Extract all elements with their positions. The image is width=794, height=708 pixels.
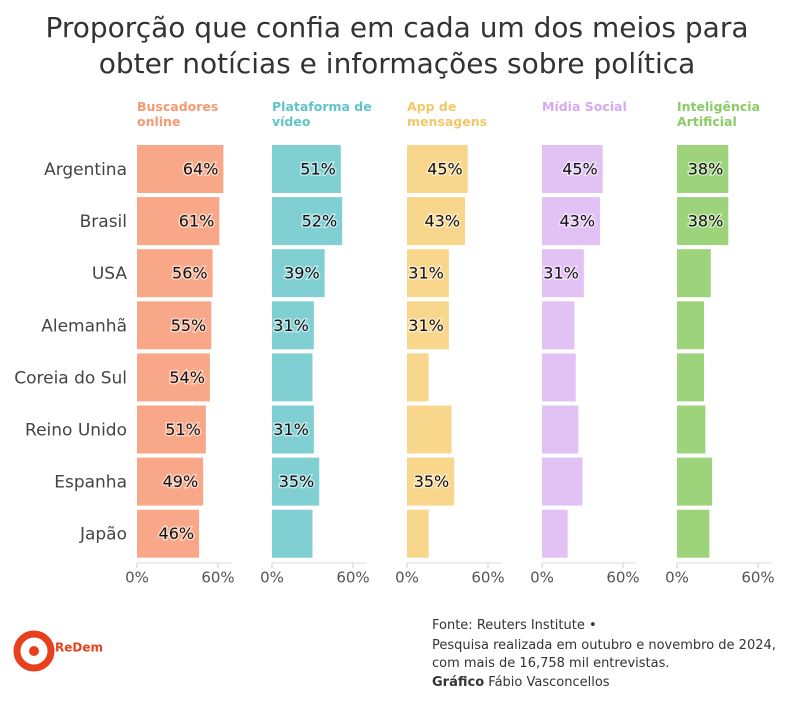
- bar: [272, 197, 343, 246]
- category-label: Brasil: [80, 212, 127, 232]
- bar: [272, 457, 320, 506]
- bar: [407, 301, 449, 350]
- bar: [677, 301, 704, 350]
- bar: [542, 197, 601, 246]
- x-tick-label: 0%: [125, 569, 149, 587]
- bar: [542, 249, 584, 298]
- value-label: 49%: [163, 472, 199, 491]
- value-label: 46%: [159, 524, 195, 543]
- category-label: USA: [92, 264, 128, 284]
- source: Fonte: Reuters Institute •: [432, 618, 597, 633]
- value-label: 43%: [424, 212, 460, 231]
- series-name: Buscadores online: [137, 99, 219, 129]
- bar: [407, 509, 429, 558]
- x-tick-label: 0%: [665, 569, 689, 587]
- bar: [677, 405, 706, 454]
- credit-name: Fábio Vasconcellos: [488, 675, 610, 690]
- series-name: Inteligência Artificial: [677, 99, 761, 129]
- value-label: 64%: [183, 160, 219, 179]
- value-label: 31%: [273, 420, 309, 439]
- logo-text: ReDem: [55, 641, 103, 655]
- series-name: App de mensagens: [407, 99, 488, 129]
- value-label: 51%: [165, 420, 201, 439]
- credit-label: Gráfico: [432, 675, 485, 690]
- bar: [272, 509, 313, 558]
- value-label: 51%: [300, 160, 336, 179]
- value-label: 43%: [559, 212, 595, 231]
- value-label: 39%: [284, 264, 320, 283]
- bar: [542, 301, 575, 350]
- x-tick-label: 0%: [260, 569, 284, 587]
- bar: [407, 197, 466, 246]
- value-label: 61%: [179, 212, 215, 231]
- x-tick-label: 0%: [530, 569, 554, 587]
- x-tick-label: 60%: [201, 569, 234, 587]
- category-label: Reino Unido: [25, 421, 127, 441]
- bar: [407, 249, 449, 298]
- value-label: 31%: [543, 264, 579, 283]
- bar: [542, 457, 583, 506]
- bar: [407, 145, 468, 193]
- bar: [272, 249, 325, 298]
- bar: [272, 405, 314, 454]
- x-tick-label: 60%: [471, 569, 504, 587]
- bar: [272, 145, 341, 193]
- series-name: Mídia Social: [542, 99, 627, 114]
- category-label: Espanha: [54, 473, 127, 493]
- chart-title: Proporção que confia em cada um dos meio…: [45, 11, 749, 80]
- value-label: 55%: [171, 316, 207, 335]
- bar: [137, 509, 200, 558]
- bar: [137, 457, 204, 506]
- category-label: Japão: [79, 525, 127, 545]
- bar: [137, 405, 206, 454]
- x-tick-label: 60%: [741, 569, 774, 587]
- bar: [542, 405, 579, 454]
- bar: [137, 353, 210, 402]
- bar: [542, 509, 568, 558]
- value-label: 54%: [169, 368, 205, 387]
- x-tick-label: 0%: [395, 569, 419, 587]
- bar: [407, 405, 452, 454]
- bar: [407, 457, 455, 506]
- category-label: Alemanhã: [41, 316, 127, 336]
- credit: Gráfico Fábio Vasconcellos: [432, 675, 610, 690]
- bar: [272, 353, 313, 402]
- bar: [677, 353, 704, 402]
- logo-dot: [29, 646, 39, 656]
- value-label: 56%: [172, 264, 208, 283]
- value-label: 31%: [408, 264, 444, 283]
- bar: [137, 197, 220, 246]
- value-label: 52%: [302, 212, 338, 231]
- bar: [677, 457, 713, 506]
- bar: [542, 145, 603, 193]
- value-label: 38%: [688, 160, 724, 179]
- value-label: 45%: [427, 160, 463, 179]
- category-label: Coreia do Sul: [14, 368, 127, 388]
- value-label: 45%: [562, 160, 598, 179]
- bar: [272, 301, 314, 350]
- bar: [137, 145, 224, 193]
- bar: [407, 353, 429, 402]
- value-label: 35%: [279, 472, 315, 491]
- series-name: Plataforma de vídeo: [272, 99, 372, 129]
- note: com mais de 16,758 mil entrevistas.: [432, 656, 670, 671]
- value-label: 31%: [408, 316, 444, 335]
- category-label: Argentina: [44, 160, 127, 180]
- bar: [677, 509, 710, 558]
- x-tick-label: 60%: [336, 569, 369, 587]
- bar: [542, 353, 576, 402]
- x-tick-label: 60%: [606, 569, 639, 587]
- bar: [677, 197, 729, 246]
- logo-mark: [13, 630, 55, 672]
- bar: [137, 301, 212, 350]
- value-label: 38%: [688, 212, 724, 231]
- value-label: 35%: [414, 472, 450, 491]
- bar: [677, 145, 729, 193]
- value-label: 31%: [273, 316, 309, 335]
- bar: [137, 249, 213, 298]
- note: Pesquisa realizada em outubro e novembro…: [432, 638, 776, 653]
- bar: [677, 249, 711, 298]
